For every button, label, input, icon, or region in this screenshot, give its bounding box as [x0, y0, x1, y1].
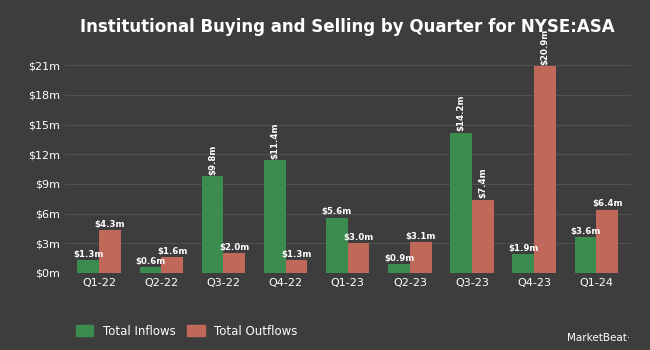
- Bar: [326, 218, 348, 273]
- Text: $11.4m: $11.4m: [270, 122, 280, 159]
- Bar: [202, 176, 224, 273]
- Text: $1.6m: $1.6m: [157, 247, 187, 256]
- Text: $1.3m: $1.3m: [281, 250, 311, 259]
- Text: $0.6m: $0.6m: [135, 257, 166, 266]
- Bar: [140, 267, 161, 273]
- Bar: [388, 264, 410, 273]
- Text: $20.9m: $20.9m: [541, 29, 549, 65]
- Text: $3.1m: $3.1m: [406, 232, 436, 241]
- Bar: [264, 160, 285, 273]
- Bar: [285, 260, 307, 273]
- Text: $14.2m: $14.2m: [457, 94, 465, 131]
- Legend: Total Inflows, Total Outflows: Total Inflows, Total Outflows: [71, 320, 303, 342]
- Text: $0.9m: $0.9m: [384, 254, 414, 262]
- Text: $6.4m: $6.4m: [592, 199, 623, 208]
- Bar: [450, 133, 472, 273]
- Text: $1.3m: $1.3m: [73, 250, 103, 259]
- Bar: [161, 257, 183, 273]
- Bar: [77, 260, 99, 273]
- Text: MarketBeat·: MarketBeat·: [567, 333, 630, 343]
- Text: $5.6m: $5.6m: [322, 207, 352, 216]
- Text: $7.4m: $7.4m: [478, 168, 488, 198]
- Bar: [472, 200, 494, 273]
- Bar: [575, 237, 596, 273]
- Title: Institutional Buying and Selling by Quarter for NYSE:ASA: Institutional Buying and Selling by Quar…: [81, 18, 615, 36]
- Bar: [410, 242, 432, 273]
- Text: $3.0m: $3.0m: [343, 233, 374, 242]
- Bar: [596, 210, 618, 273]
- Bar: [99, 230, 121, 273]
- Bar: [224, 253, 245, 273]
- Text: $4.3m: $4.3m: [95, 220, 125, 229]
- Bar: [348, 243, 369, 273]
- Bar: [512, 254, 534, 273]
- Text: $2.0m: $2.0m: [219, 243, 250, 252]
- Bar: [534, 66, 556, 273]
- Text: $1.9m: $1.9m: [508, 244, 538, 253]
- Text: $9.8m: $9.8m: [208, 144, 217, 175]
- Text: $3.6m: $3.6m: [570, 227, 601, 236]
